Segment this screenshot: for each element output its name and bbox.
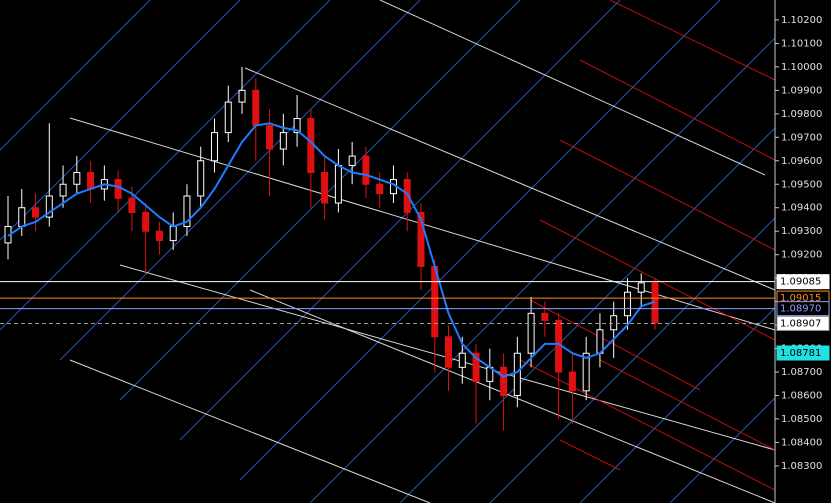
y-tick-label: 1.08300 bbox=[781, 461, 822, 472]
y-tick-label: 1.09400 bbox=[781, 203, 822, 214]
candle-body bbox=[321, 172, 329, 204]
candle-body bbox=[59, 183, 67, 197]
y-tick-label: 1.08700 bbox=[781, 367, 822, 378]
candle-body bbox=[513, 352, 521, 396]
price-label: 1.08970 bbox=[780, 304, 821, 315]
price-label-box bbox=[776, 345, 830, 361]
price-label-box bbox=[776, 315, 830, 331]
candle-body bbox=[197, 160, 205, 197]
y-tick-label: 1.09700 bbox=[781, 132, 822, 143]
candle-body bbox=[541, 312, 549, 321]
candle-body bbox=[582, 352, 590, 392]
y-tick-label: 1.10000 bbox=[781, 62, 822, 73]
price-label-box bbox=[776, 274, 830, 290]
candle-body bbox=[445, 336, 453, 368]
price-label: 1.08781 bbox=[780, 348, 821, 359]
y-tick-label: 1.09600 bbox=[781, 156, 822, 167]
candle-body bbox=[279, 132, 287, 150]
candle-body bbox=[293, 118, 301, 134]
candle-body bbox=[417, 211, 425, 267]
candle-body bbox=[18, 207, 26, 228]
y-tick-label: 1.09500 bbox=[781, 179, 822, 190]
y-tick-label: 1.08600 bbox=[781, 390, 822, 401]
candle-body bbox=[210, 132, 218, 162]
candle-body bbox=[610, 315, 618, 331]
candle-body bbox=[183, 195, 191, 228]
y-tick-label: 1.10100 bbox=[781, 38, 822, 49]
candle-body bbox=[128, 197, 136, 213]
candle-body bbox=[376, 183, 384, 195]
y-tick-label: 1.09200 bbox=[781, 250, 822, 261]
candle-body bbox=[73, 172, 81, 185]
candle-body bbox=[637, 282, 645, 293]
price-label-box bbox=[776, 301, 830, 317]
candle-body bbox=[527, 312, 535, 354]
y-tick-label: 1.09900 bbox=[781, 85, 822, 96]
candle-body bbox=[87, 172, 95, 190]
y-tick-label: 1.08400 bbox=[781, 437, 822, 448]
candle-body bbox=[238, 89, 246, 103]
candle-body bbox=[348, 155, 356, 166]
y-tick-label: 1.09300 bbox=[781, 226, 822, 237]
candle-body bbox=[45, 195, 53, 218]
price-label: 1.09085 bbox=[780, 277, 821, 288]
candle-body bbox=[155, 230, 163, 242]
red-lines bbox=[519, 0, 776, 491]
moving-average bbox=[7, 122, 656, 378]
candle-body bbox=[169, 226, 177, 242]
candle-body bbox=[266, 125, 274, 150]
y-tick-label: 1.09800 bbox=[781, 109, 822, 120]
y-tick-label: 1.08500 bbox=[781, 414, 822, 425]
candle-body bbox=[403, 179, 411, 213]
candle-body bbox=[114, 179, 122, 199]
candle-body bbox=[362, 155, 370, 185]
candle-body bbox=[224, 101, 232, 134]
y-tick-label: 1.10200 bbox=[781, 15, 822, 26]
candle-body bbox=[334, 164, 342, 204]
decor bbox=[0, 0, 776, 503]
price-axis bbox=[775, 0, 831, 503]
candle-body bbox=[472, 352, 480, 382]
candle-body bbox=[458, 352, 466, 368]
price-label: 1.08907 bbox=[780, 318, 821, 329]
candle-body bbox=[142, 211, 150, 232]
candle-body bbox=[623, 291, 631, 317]
candle-body bbox=[32, 207, 40, 218]
price-label: 1.09015 bbox=[780, 293, 821, 304]
candle-body bbox=[500, 366, 508, 396]
candle-body bbox=[568, 371, 576, 392]
blue-fan-lines bbox=[0, 0, 776, 503]
candle-body bbox=[252, 89, 260, 127]
